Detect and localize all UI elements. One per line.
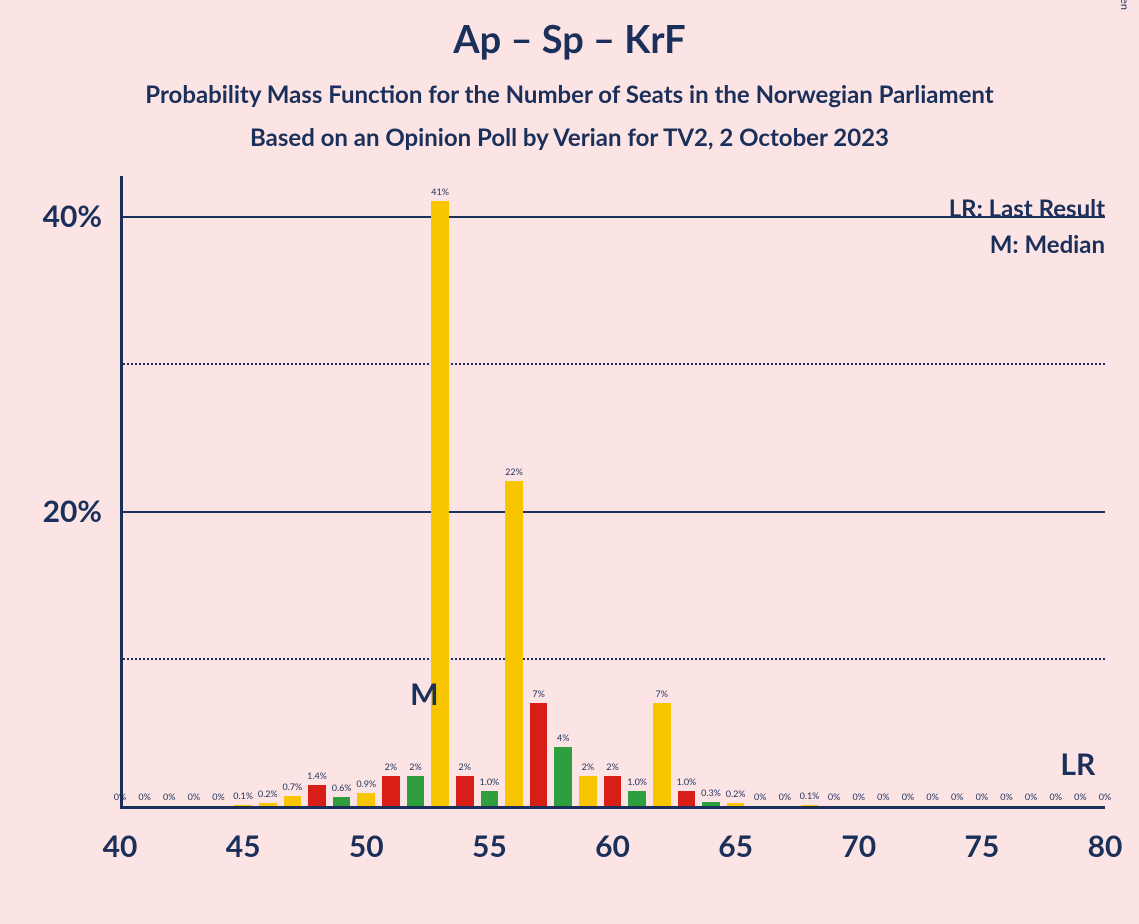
- bar-value-label: 1.0%: [623, 776, 651, 787]
- bar: [259, 803, 277, 806]
- x-tick-label: 50: [336, 828, 396, 864]
- bar: [234, 805, 252, 806]
- chart-subtitle-1: Probability Mass Function for the Number…: [0, 62, 1139, 109]
- legend-m: M: Median: [990, 230, 1105, 259]
- bar-value-label: 1.0%: [475, 776, 503, 787]
- x-axis-line: [120, 806, 1105, 809]
- legend-lr: LR: Last Result: [949, 194, 1105, 223]
- x-tick-label: 65: [706, 828, 766, 864]
- bar: [554, 747, 572, 806]
- x-tick-label: 40: [90, 828, 150, 864]
- gridline-major: [120, 511, 1105, 513]
- bar-value-label: 41%: [426, 186, 454, 197]
- bar: [678, 791, 696, 806]
- bar-value-label: 2%: [451, 761, 479, 772]
- chart-plot-area: 0%0%0%0%0%0.1%0.2%0.7%1.4%0.6%0.9%2%2%41…: [120, 186, 1105, 806]
- bar-value-label: 2%: [599, 761, 627, 772]
- bar: [456, 776, 474, 806]
- bar: [431, 201, 449, 806]
- bar: [505, 481, 523, 806]
- bar: [702, 802, 720, 806]
- bar-value-label: 1.4%: [303, 770, 331, 781]
- bar-value-label: 7%: [525, 688, 553, 699]
- bar: [653, 703, 671, 806]
- copyright-text: © 2025 Filip van Laenen: [1118, 0, 1131, 10]
- bar-value-label: 0%: [1091, 791, 1119, 802]
- bar-value-label: 7%: [648, 688, 676, 699]
- y-tick-label: 20%: [43, 493, 102, 529]
- x-tick-label: 75: [952, 828, 1012, 864]
- bar-value-label: 0.9%: [352, 778, 380, 789]
- y-tick-label: 40%: [43, 198, 102, 234]
- bar: [604, 776, 622, 806]
- bar: [481, 791, 499, 806]
- gridline-minor: [120, 363, 1105, 365]
- bar: [333, 797, 351, 806]
- bar: [727, 803, 745, 806]
- bar: [382, 776, 400, 806]
- chart-subtitle-2: Based on an Opinion Poll by Verian for T…: [0, 109, 1139, 152]
- bar: [579, 776, 597, 806]
- bar: [530, 703, 548, 806]
- x-tick-label: 80: [1075, 828, 1135, 864]
- bar-value-label: 2%: [402, 761, 430, 772]
- x-tick-label: 60: [583, 828, 643, 864]
- gridline-minor: [120, 658, 1105, 660]
- bar: [308, 785, 326, 806]
- bar-value-label: 0.7%: [278, 781, 306, 792]
- x-tick-label: 55: [459, 828, 519, 864]
- bar: [357, 793, 375, 806]
- bar: [801, 805, 819, 806]
- bar: [284, 796, 302, 806]
- bar-value-label: 4%: [549, 732, 577, 743]
- bar: [407, 776, 425, 806]
- x-tick-label: 70: [829, 828, 889, 864]
- median-marker: M: [410, 676, 438, 712]
- x-tick-label: 45: [213, 828, 273, 864]
- last-result-marker: LR: [1060, 746, 1095, 782]
- bar: [628, 791, 646, 806]
- y-axis-line: [120, 176, 123, 806]
- chart-title: Ap – Sp – KrF: [0, 0, 1139, 62]
- bar-value-label: 22%: [500, 466, 528, 477]
